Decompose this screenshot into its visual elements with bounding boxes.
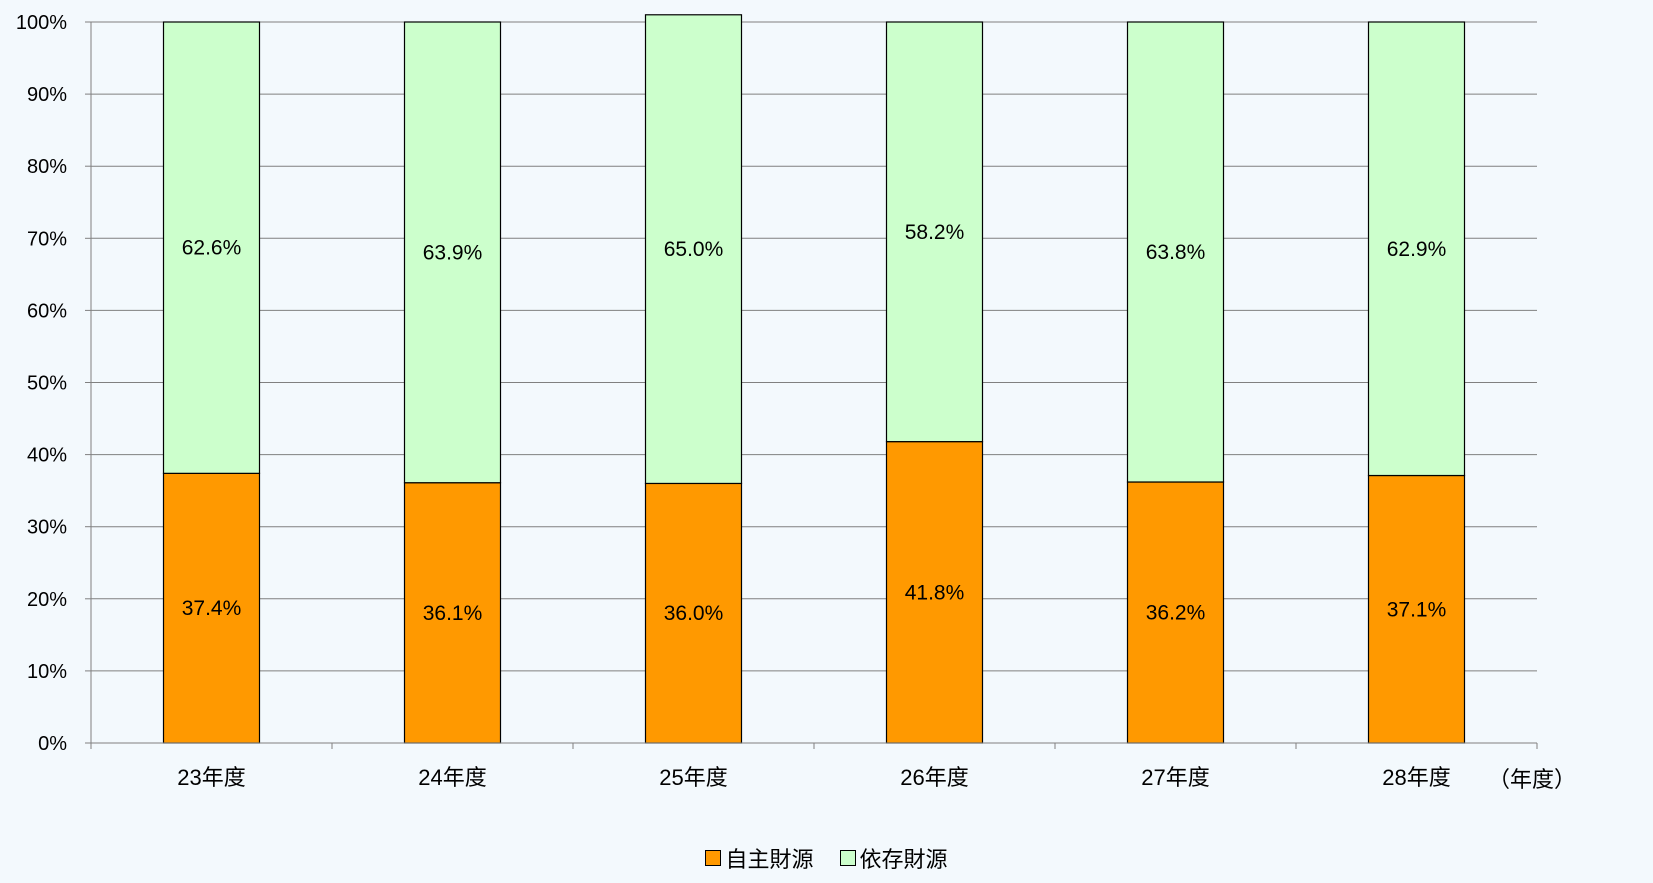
y-tick-label: 30% xyxy=(27,517,67,539)
x-category-label: 24年度 xyxy=(418,765,486,790)
bar-segment-own-revenue xyxy=(1367,474,1466,744)
y-tick-label: 0% xyxy=(38,733,67,755)
x-category-label: 27年度 xyxy=(1141,765,1209,790)
legend: 自主財源 依存財源 xyxy=(0,842,1653,874)
x-category-label: 28年度 xyxy=(1382,765,1450,790)
legend-swatch-own-revenue xyxy=(705,850,722,866)
y-tick-label: 20% xyxy=(27,589,67,611)
bar-segment-own-revenue xyxy=(885,441,984,744)
bars xyxy=(162,14,1466,744)
x-category-label: 23年度 xyxy=(177,765,245,790)
bar-segment-dependent-revenue xyxy=(162,21,261,474)
data-label: 37.4% xyxy=(182,597,242,620)
data-label: 65.0% xyxy=(664,238,724,261)
data-label: 36.0% xyxy=(664,602,724,625)
x-category-label: 25年度 xyxy=(659,765,727,790)
x-axis-unit-label: （年度） xyxy=(1488,767,1576,792)
bar-segment-own-revenue xyxy=(644,482,743,744)
legend-item-dependent-revenue: 依存財源 xyxy=(839,842,948,874)
data-label: 36.2% xyxy=(1146,601,1206,624)
y-tick-label: 90% xyxy=(27,84,67,106)
axes xyxy=(85,21,1538,749)
bar-segment-own-revenue xyxy=(403,482,502,744)
legend-label-own-revenue: 自主財源 xyxy=(725,847,814,872)
bar-segment-dependent-revenue xyxy=(1126,21,1225,483)
bar-segment-dependent-revenue xyxy=(885,21,984,443)
data-label: 63.9% xyxy=(423,241,483,264)
bar-segment-dependent-revenue xyxy=(1367,21,1466,477)
legend-swatch-dependent-revenue xyxy=(839,850,856,866)
gridlines xyxy=(91,21,1537,744)
labels: 0% 10% 20% 30% 40% 50% 60% 70% 80% 90% 100% 37.4% 62… xyxy=(16,12,1451,790)
data-label: 63.8% xyxy=(1146,241,1206,264)
y-tick-label: 60% xyxy=(27,300,67,322)
bar-segment-own-revenue xyxy=(1126,481,1225,744)
data-label: 41.8% xyxy=(905,581,965,604)
x-category-label: 26年度 xyxy=(900,765,968,790)
y-tick-label: 80% xyxy=(27,156,67,178)
y-tick-label: 50% xyxy=(27,373,67,395)
data-label: 62.9% xyxy=(1387,238,1447,261)
data-label: 58.2% xyxy=(905,221,965,244)
y-tick-label: 70% xyxy=(27,228,67,250)
legend-item-own-revenue: 自主財源 xyxy=(705,842,814,874)
data-label: 37.1% xyxy=(1387,598,1447,621)
bar-segment-dependent-revenue xyxy=(644,14,743,485)
y-tick-label: 100% xyxy=(16,12,67,34)
legend-label-dependent-revenue: 依存財源 xyxy=(859,847,948,872)
y-tick-label: 10% xyxy=(27,661,67,683)
bar-segment-own-revenue xyxy=(162,472,261,744)
data-label: 62.6% xyxy=(182,237,242,260)
bar-segment-dependent-revenue xyxy=(403,21,502,484)
data-label: 36.1% xyxy=(423,602,483,625)
y-tick-label: 40% xyxy=(27,445,67,467)
